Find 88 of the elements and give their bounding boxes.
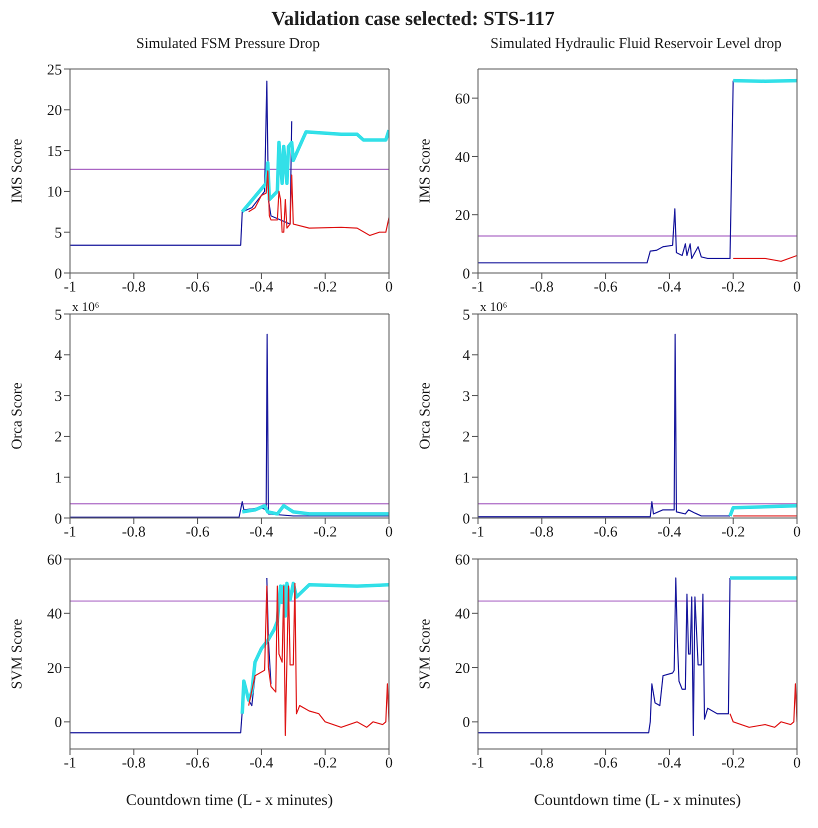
x-axis-title: Countdown time (L - x minutes)	[126, 792, 333, 809]
x-tick-label: 0	[385, 756, 393, 772]
x-tick-label: -0.8	[122, 756, 146, 772]
x-tick-label: -0.4	[658, 524, 682, 541]
x-tick-label: 0	[385, 524, 393, 541]
y-tick-label: 1	[462, 470, 470, 487]
x-axis-title: Countdown time (L - x minutes)	[534, 792, 741, 809]
line-series	[248, 582, 389, 736]
x-tick-label: 0	[385, 280, 393, 296]
y-tick-label: 60	[455, 91, 470, 108]
x-tick-label: -0.2	[721, 756, 746, 772]
y-tick-label: 10	[47, 184, 62, 201]
y-tick-label: 60	[455, 552, 470, 568]
chart-title: Validation case selected: STS-117	[270, 8, 556, 32]
chart-subtitle: Simulated FSM Pressure Drop	[135, 36, 321, 54]
y-tick-label: 0	[462, 715, 470, 732]
line-series	[729, 683, 797, 728]
text: x 10⁶	[480, 299, 508, 315]
x-tick-label: -1	[64, 524, 76, 541]
x-tick-label: -0.6	[594, 280, 618, 296]
x-tick-label: -0.4	[250, 756, 274, 772]
x-tick-label: -0.6	[186, 524, 210, 541]
y-axis-title: SVM Score	[9, 618, 26, 690]
y-axis-title: Orca Score	[9, 382, 26, 450]
x-tick-label: 0	[793, 524, 801, 541]
x-tick-label: -1	[472, 524, 484, 541]
y-tick-label: 0	[54, 715, 62, 732]
line-series	[478, 577, 731, 736]
y-tick-label: 40	[455, 150, 470, 166]
x-tick-label: -0.6	[594, 524, 618, 541]
y-tick-label: 2	[462, 430, 470, 446]
x-tick-label: -0.2	[313, 524, 338, 541]
x-tick-label: -0.2	[721, 524, 746, 541]
y-tick-label: 20	[455, 208, 470, 224]
y-tick-label: 3	[54, 388, 62, 405]
y-tick-label: 60	[47, 552, 62, 568]
line-series	[478, 80, 734, 264]
y-tick-label: 5	[54, 226, 62, 242]
x-tick-label: -0.8	[530, 280, 554, 296]
x-tick-label: -1	[472, 280, 484, 296]
x-tick-label: -0.4	[658, 280, 682, 296]
y-tick-label: 15	[47, 144, 62, 160]
x-tick-label: 0	[793, 756, 801, 772]
y-tick-label: 40	[47, 606, 62, 623]
y-tick-label: 4	[54, 348, 62, 364]
x-tick-label: -0.2	[721, 280, 746, 296]
y-tick-label: 20	[455, 660, 470, 677]
x-tick-label: -0.6	[594, 756, 618, 772]
x-tick-label: -0.2	[313, 756, 338, 772]
y-tick-label: 4	[462, 348, 470, 364]
x-tick-label: -1	[472, 756, 484, 772]
chart-subtitle: Simulated Hydraulic Fluid Reservoir Level drop	[489, 36, 783, 54]
x-tick-label: -0.4	[658, 756, 682, 772]
y-tick-label: 0	[54, 511, 62, 528]
x-tick-label: -1	[64, 756, 76, 772]
x-tick-label: -1	[64, 280, 76, 296]
x-tick-label: -0.8	[530, 756, 554, 772]
x-tick-label: -0.6	[186, 756, 210, 772]
y-tick-label: 20	[47, 103, 62, 120]
y-tick-label: 5	[54, 307, 62, 324]
y-tick-label: 0	[54, 266, 62, 282]
y-tick-label: 3	[462, 388, 470, 405]
y-axis-title: Orca Score	[417, 382, 434, 450]
y-tick-label: 40	[455, 606, 470, 623]
x-tick-label: -0.8	[122, 280, 146, 296]
y-tick-label: 0	[462, 266, 470, 282]
y-axis-title: IMS Score	[417, 138, 434, 204]
y-tick-label: 0	[462, 511, 470, 528]
x-tick-label: -0.4	[250, 524, 274, 541]
x-tick-label: -0.2	[313, 280, 338, 296]
x-tick-label: -0.6	[186, 280, 210, 296]
y-axis-title: SVM Score	[417, 618, 434, 690]
x-tick-label: 0	[793, 280, 801, 296]
y-axis-title: IMS Score	[9, 138, 26, 204]
y-tick-label: 25	[47, 62, 62, 78]
x-tick-label: -0.4	[250, 280, 274, 296]
line-series	[248, 170, 389, 236]
line-series	[70, 80, 292, 246]
y-tick-label: 5	[462, 307, 470, 324]
line-series	[478, 334, 731, 518]
x-tick-label: -0.8	[122, 524, 146, 541]
x-tick-label: -0.8	[530, 524, 554, 541]
y-tick-label: 20	[47, 660, 62, 677]
line-series	[240, 128, 389, 214]
y-tick-label: 1	[54, 470, 62, 487]
y-tick-label: 2	[54, 430, 62, 446]
line-series	[240, 504, 389, 516]
text: x 10⁶	[72, 299, 100, 315]
